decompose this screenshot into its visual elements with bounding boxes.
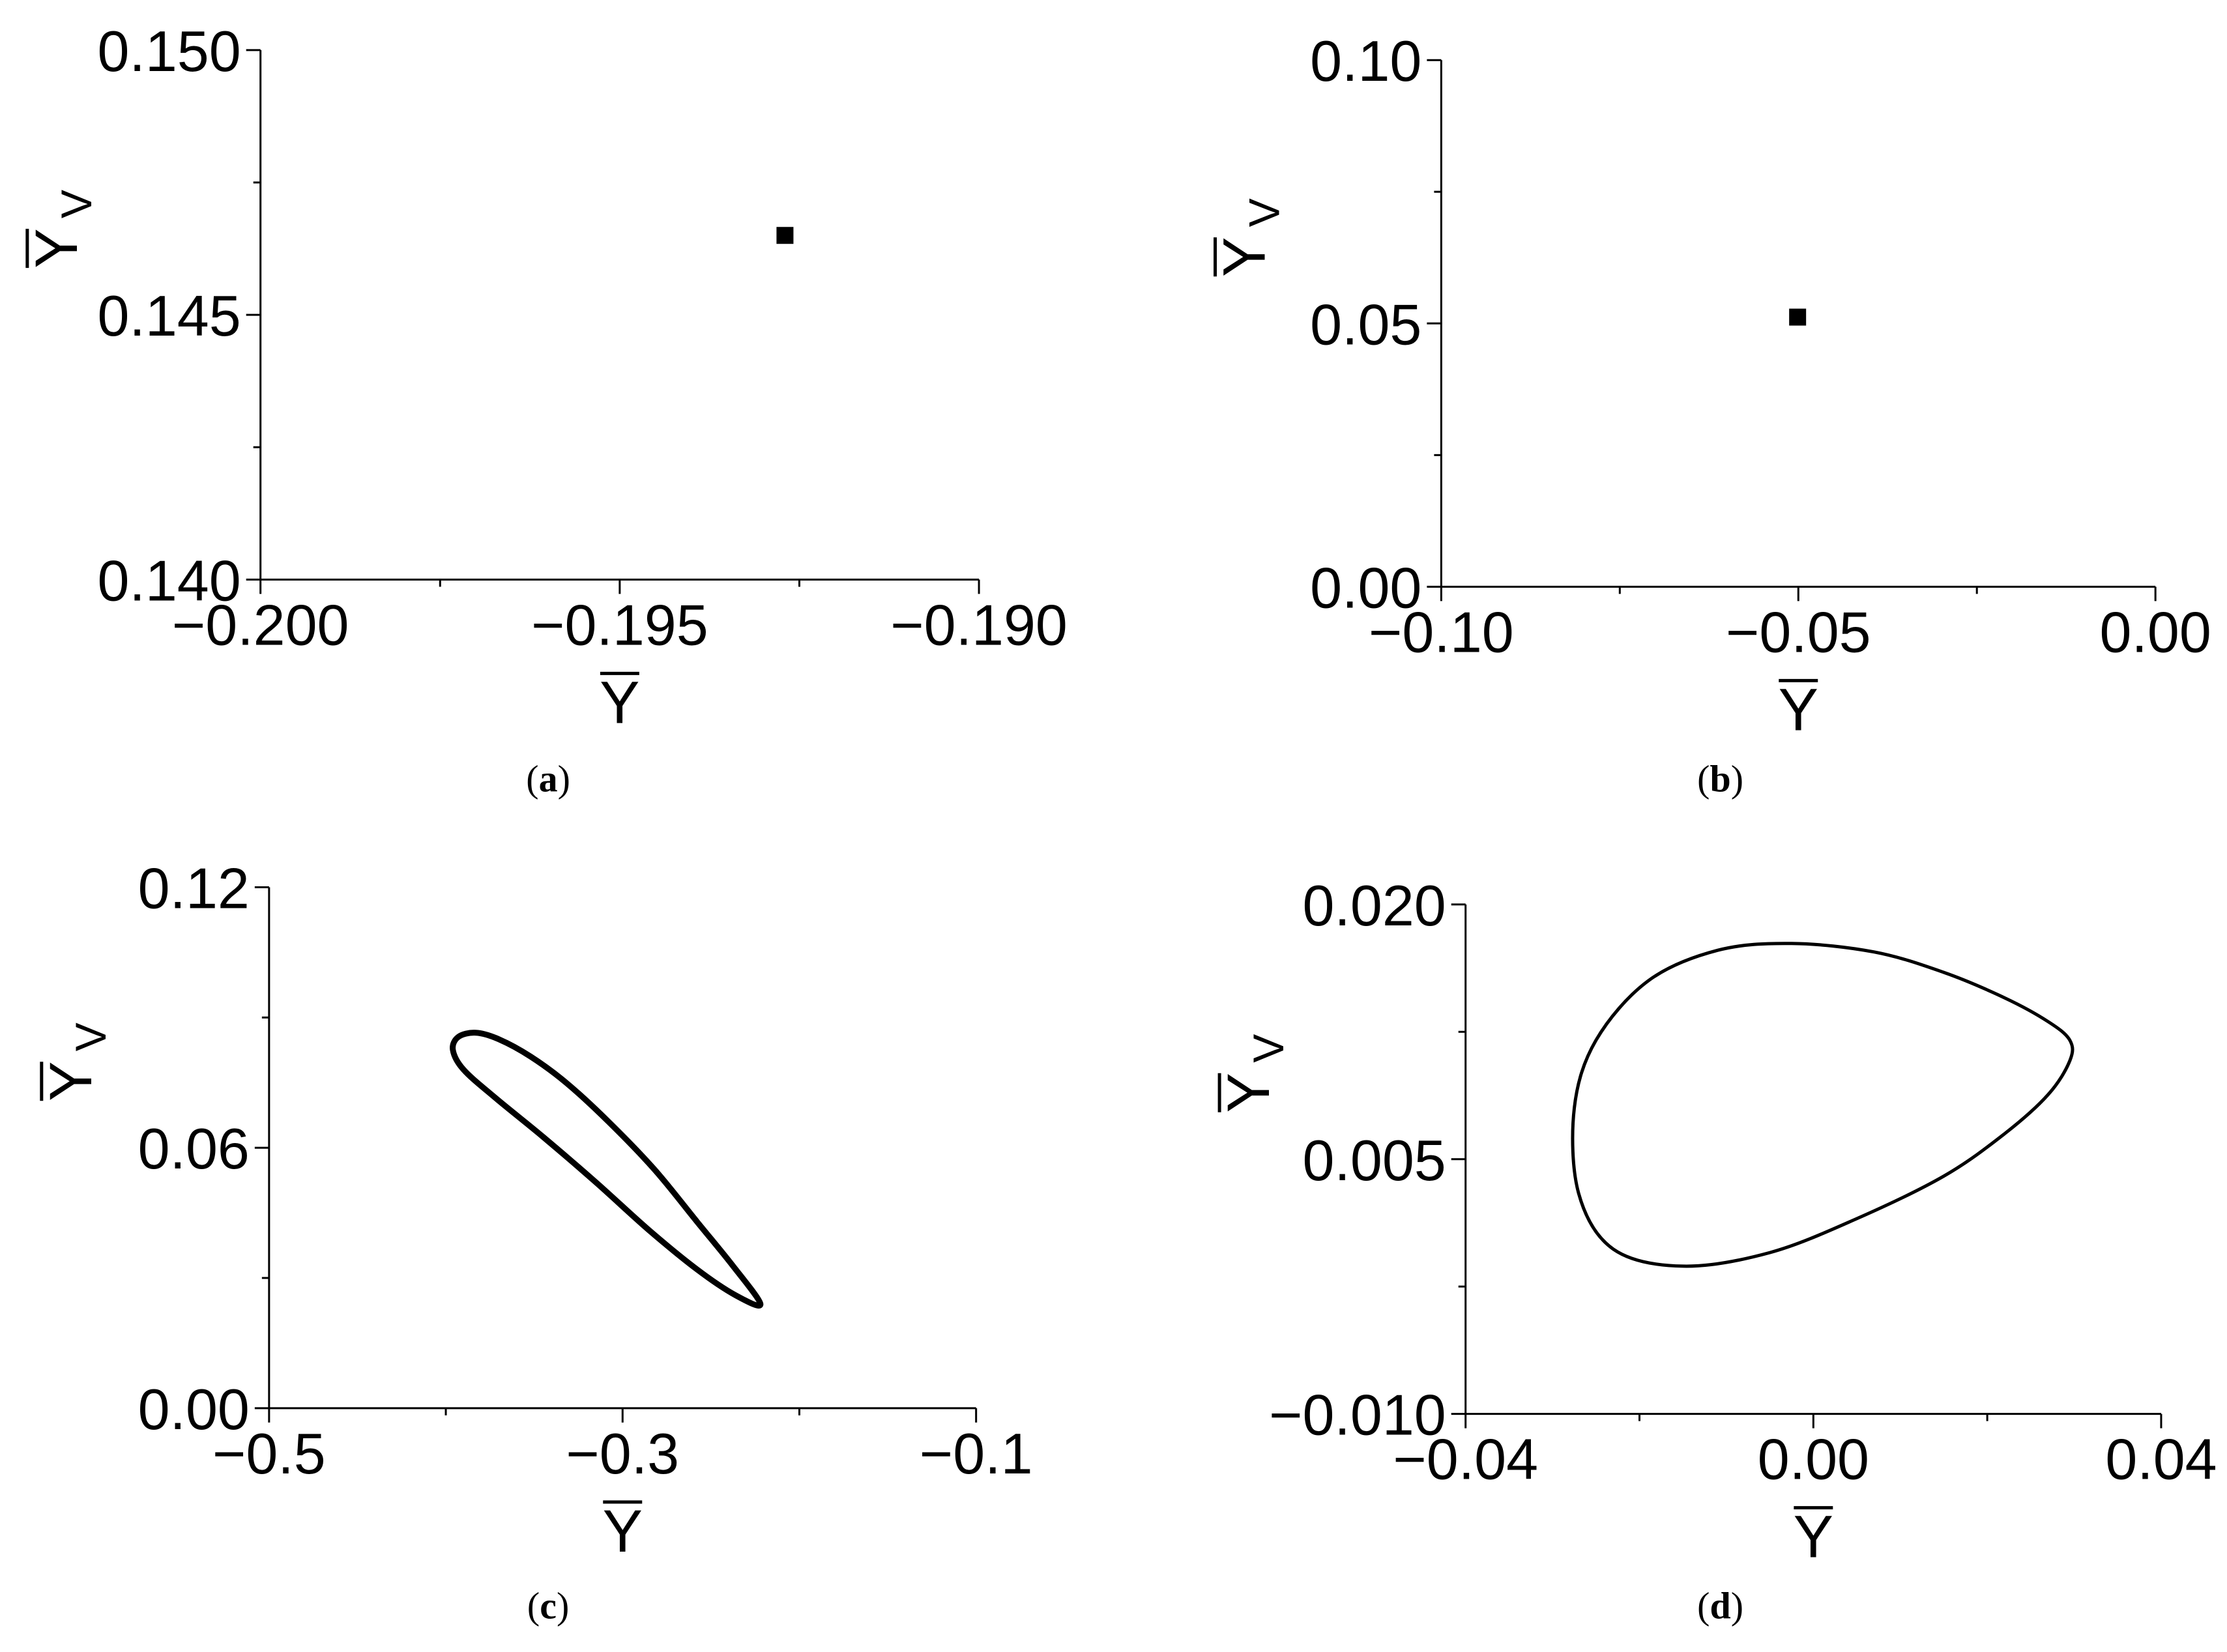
panel-label: (b) xyxy=(1697,757,1743,800)
panel-label: (c) xyxy=(527,1585,569,1627)
y-tick-label: 0.12 xyxy=(138,856,250,921)
y-tick-label: 0.06 xyxy=(138,1116,250,1181)
x-tick-label: −0.1 xyxy=(920,1421,1033,1486)
x-tick-label: 0.00 xyxy=(1758,1427,1869,1492)
y-tick-label: 0.10 xyxy=(1310,29,1421,93)
x-axis-label: Y xyxy=(1794,1504,1833,1571)
y-axis-label-main: Y xyxy=(23,228,90,268)
y-axis-label-main: Y xyxy=(1215,1073,1282,1112)
y-axis-label: YV xyxy=(1215,1034,1292,1113)
x-axis-label: Y xyxy=(1779,676,1818,743)
x-axis-label: Y xyxy=(600,669,639,736)
panel-label: (d) xyxy=(1697,1585,1743,1627)
data-point xyxy=(776,227,794,244)
x-tick-label: 0.04 xyxy=(2105,1427,2217,1492)
trajectory-line xyxy=(450,1030,764,1309)
y-axis-label: YV xyxy=(23,190,100,268)
y-axis-label-subscript: V xyxy=(52,190,100,218)
data-point xyxy=(1789,308,1807,326)
x-tick-label: −0.05 xyxy=(1726,600,1871,664)
y-axis-label-subscript: V xyxy=(66,1022,115,1051)
y-axis-label: YV xyxy=(38,1022,115,1101)
x-tick-label: 0.00 xyxy=(2100,600,2211,664)
y-tick-label: 0.150 xyxy=(97,19,240,83)
y-axis-label-subscript: V xyxy=(1240,198,1288,227)
y-axis-label: YV xyxy=(1212,198,1288,277)
x-tick-label: −0.195 xyxy=(531,592,708,657)
x-tick-label: −0.5 xyxy=(212,1421,326,1486)
y-tick-label: 0.005 xyxy=(1302,1128,1446,1193)
panel-label: (a) xyxy=(526,757,570,800)
y-axis-label-subscript: V xyxy=(1244,1034,1292,1063)
x-tick-label: −0.3 xyxy=(566,1421,679,1486)
x-tick-label: −0.200 xyxy=(172,592,349,657)
y-tick-label: 0.020 xyxy=(1302,873,1446,938)
y-tick-label: 0.145 xyxy=(97,283,240,348)
y-axis-label-main: Y xyxy=(38,1062,104,1101)
y-tick-label: −0.010 xyxy=(1269,1383,1446,1447)
x-tick-label: −0.04 xyxy=(1393,1427,1538,1492)
y-tick-label: 0.00 xyxy=(138,1377,250,1442)
y-tick-label: 0.00 xyxy=(1310,555,1421,620)
x-tick-label: −0.10 xyxy=(1369,600,1514,664)
y-axis-label-main: Y xyxy=(1212,237,1278,277)
y-tick-label: 0.05 xyxy=(1310,292,1421,356)
x-axis-label: Y xyxy=(603,1498,643,1565)
x-tick-label: −0.190 xyxy=(890,592,1068,657)
trajectory-line xyxy=(1571,942,2074,1268)
y-tick-label: 0.140 xyxy=(97,548,240,613)
